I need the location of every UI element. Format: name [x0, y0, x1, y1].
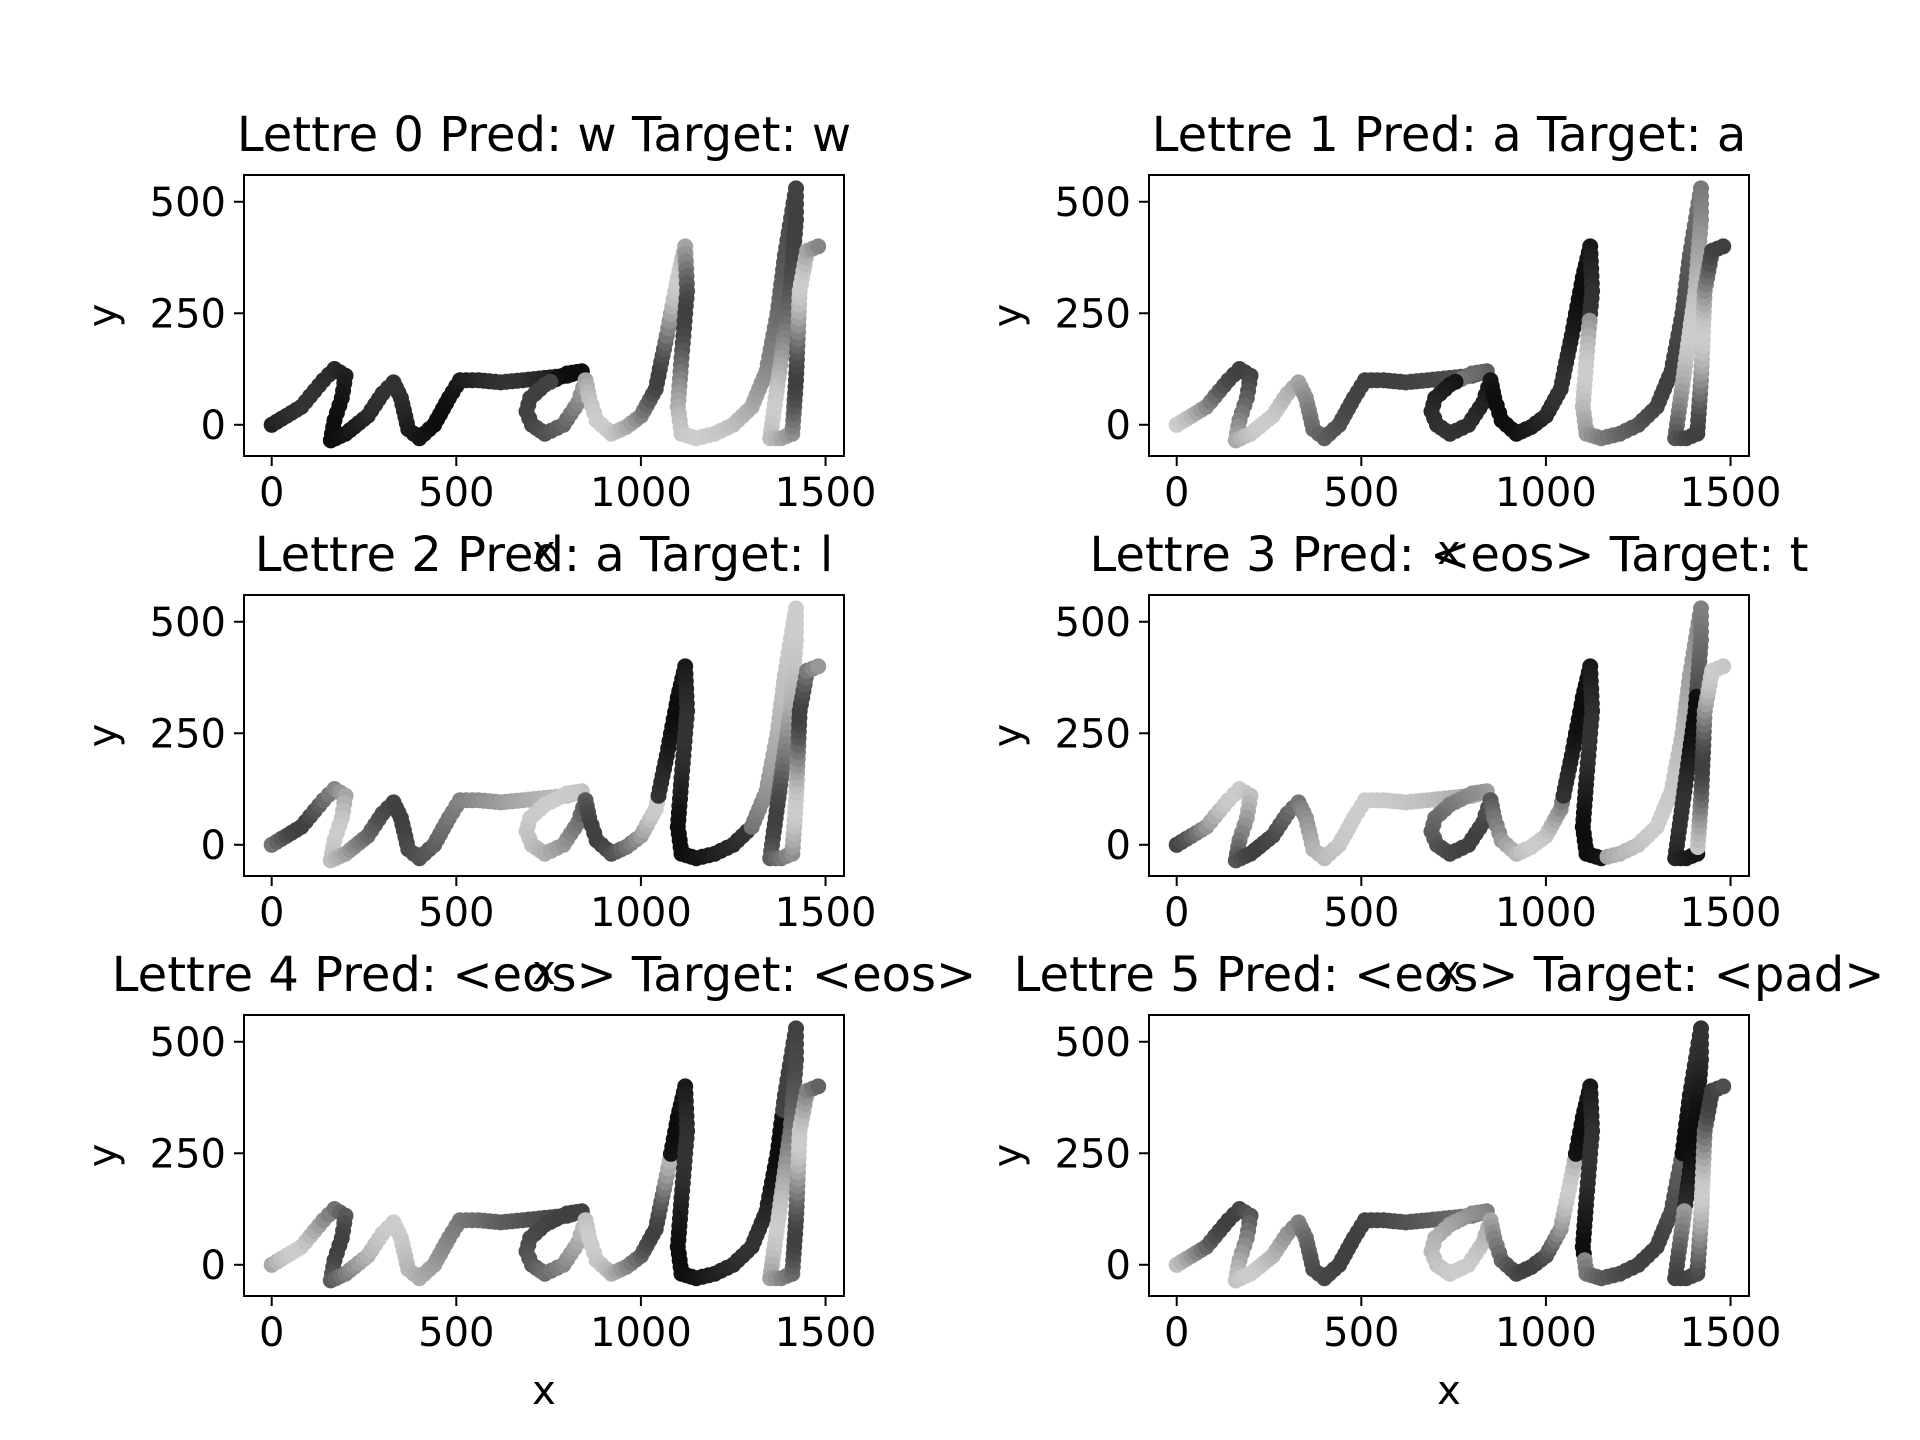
axes-frame — [243, 174, 845, 457]
x-tick-label: 1000 — [1495, 1310, 1597, 1356]
x-tick-label: 500 — [1323, 470, 1399, 516]
x-tick-label: 0 — [259, 470, 284, 516]
x-tick-label: 1500 — [1680, 890, 1782, 936]
y-tick-label: 500 — [1055, 600, 1131, 646]
subplot-0: 0 500 1000 1500 0 250 500 x y Lettre 0 Pred: w Ta… — [80, 107, 876, 574]
points-3 — [1168, 600, 1732, 869]
y-axis-label: y — [985, 724, 1031, 748]
subplot-title: Lettre 2 Pred: a Target: l — [255, 527, 833, 583]
subplot-title: Lettre 1 Pred: a Target: a — [1152, 107, 1747, 163]
points-2 — [263, 600, 827, 869]
data-point — [810, 658, 827, 675]
x-tick-label: 0 — [259, 1310, 284, 1356]
x-tick-label: 1000 — [1495, 470, 1597, 516]
x-axis-label: x — [1437, 948, 1461, 994]
x-axis-label: x — [532, 1368, 556, 1414]
x-tick-label: 500 — [1323, 1310, 1399, 1356]
y-axis-label: y — [80, 1144, 126, 1168]
data-point — [810, 238, 827, 255]
subplot-3: 0 500 1000 1500 0 250 500 x y Lettre 3 Pred: <eos… — [985, 527, 1808, 994]
points-1 — [1168, 180, 1732, 449]
y-axis-label: y — [985, 304, 1031, 328]
y-tick-label: 500 — [150, 600, 226, 646]
x-tick-label: 1000 — [590, 470, 692, 516]
y-tick-label: 0 — [201, 823, 226, 869]
y-tick-label: 250 — [150, 291, 226, 337]
subplot-title: Lettre 0 Pred: w Target: w — [237, 107, 851, 163]
subplot-title: Lettre 5 Pred: <eos> Target: <pad> — [1014, 947, 1885, 1003]
x-tick-label: 0 — [1164, 1310, 1189, 1356]
axes-frame — [1148, 174, 1750, 457]
data-point — [1715, 658, 1732, 675]
x-tick-label: 500 — [418, 470, 494, 516]
y-axis-label: y — [985, 1144, 1031, 1168]
y-tick-label: 0 — [1106, 1243, 1131, 1289]
x-tick-label: 1000 — [590, 1310, 692, 1356]
points-5 — [1168, 1020, 1732, 1289]
subplot-title: Lettre 4 Pred: <eos> Target: <eos> — [112, 947, 976, 1003]
axes-frame — [1148, 594, 1750, 877]
y-tick-label: 500 — [1055, 180, 1131, 226]
y-tick-label: 500 — [150, 1020, 226, 1066]
data-point — [810, 1078, 827, 1095]
y-tick-label: 0 — [201, 403, 226, 449]
x-tick-label: 1500 — [775, 470, 877, 516]
x-axis-label: x — [1437, 528, 1461, 574]
data-point — [1715, 1078, 1732, 1095]
points-0 — [263, 180, 827, 449]
axes-frame — [1148, 1014, 1750, 1297]
x-axis-label: x — [1437, 1368, 1461, 1414]
y-tick-label: 500 — [1055, 1020, 1131, 1066]
y-tick-label: 0 — [201, 1243, 226, 1289]
x-axis-label: x — [532, 528, 556, 574]
x-tick-label: 500 — [418, 890, 494, 936]
subplot-1: 0 500 1000 1500 0 250 500 x y Lettre 1 Pred: a Ta… — [985, 107, 1781, 574]
x-tick-label: 500 — [1323, 890, 1399, 936]
y-tick-label: 250 — [150, 711, 226, 757]
y-tick-label: 250 — [1055, 291, 1131, 337]
subplot-4: 0 500 1000 1500 0 250 500 x y Lettre 4 Pred: <eos… — [80, 947, 976, 1414]
y-tick-label: 0 — [1106, 823, 1131, 869]
data-point — [1715, 238, 1732, 255]
subplot-2: 0 500 1000 1500 0 250 500 x y Lettre 2 Pred: a Ta… — [80, 527, 876, 994]
y-tick-label: 500 — [150, 180, 226, 226]
x-tick-label: 0 — [1164, 470, 1189, 516]
y-axis-label: y — [80, 724, 126, 748]
subplot-title: Lettre 3 Pred: <eos> Target: t — [1090, 527, 1809, 583]
y-tick-label: 250 — [1055, 711, 1131, 757]
x-tick-label: 0 — [1164, 890, 1189, 936]
subplot-5: 0 500 1000 1500 0 250 500 x y Lettre 5 Pred: <eos… — [985, 947, 1884, 1414]
x-tick-label: 1500 — [1680, 470, 1782, 516]
x-tick-label: 1500 — [775, 890, 877, 936]
x-tick-label: 1500 — [775, 1310, 877, 1356]
y-axis-label: y — [80, 304, 126, 328]
x-tick-label: 500 — [418, 1310, 494, 1356]
points-4 — [263, 1020, 827, 1289]
axes-frame — [243, 594, 845, 877]
x-tick-label: 1000 — [1495, 890, 1597, 936]
x-axis-label: x — [532, 948, 556, 994]
axes-frame — [243, 1014, 845, 1297]
x-tick-label: 0 — [259, 890, 284, 936]
x-tick-label: 1000 — [590, 890, 692, 936]
x-tick-label: 1500 — [1680, 1310, 1782, 1356]
y-tick-label: 250 — [1055, 1131, 1131, 1177]
y-tick-label: 0 — [1106, 403, 1131, 449]
y-tick-label: 250 — [150, 1131, 226, 1177]
